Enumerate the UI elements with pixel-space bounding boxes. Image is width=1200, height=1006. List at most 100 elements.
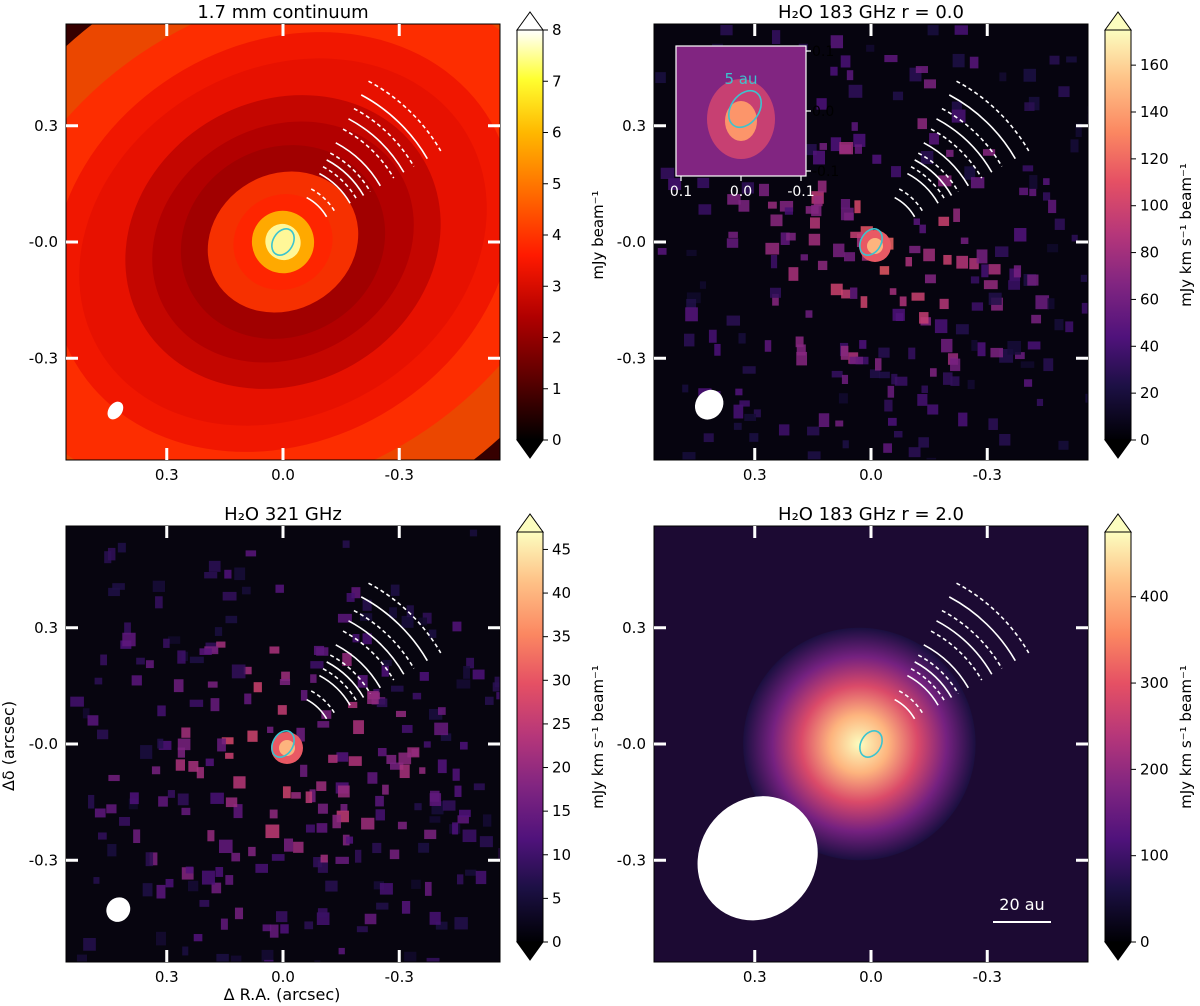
colorbar-tick-label: 25 bbox=[552, 715, 571, 733]
ring-arc bbox=[329, 654, 371, 695]
y-tick-label: 0.3 bbox=[34, 117, 58, 135]
scalebar-label: 20 au bbox=[999, 895, 1044, 914]
ring-arc bbox=[368, 80, 442, 152]
colorbar-tick-label: 400 bbox=[1140, 588, 1169, 606]
panel-3: 0.3 0.0 -0.3 0.3 -0.0 -0.3 H₂O 321 GHz 0 5 10 15 20… bbox=[29, 504, 607, 986]
colorbar-extend-max bbox=[516, 513, 544, 533]
ring-arc bbox=[348, 118, 405, 173]
ring-arc bbox=[941, 609, 1003, 669]
ring-arc bbox=[914, 661, 953, 698]
ring-arc bbox=[306, 698, 328, 720]
ring-arc bbox=[910, 166, 946, 200]
colorbar-tick-label: 7 bbox=[552, 72, 562, 90]
colorbar-extend-max bbox=[1104, 11, 1132, 31]
colorbar-tick-label: 15 bbox=[552, 802, 571, 820]
source-ellipse bbox=[859, 228, 883, 256]
panel-title: H₂O 321 GHz bbox=[224, 504, 342, 525]
y-tick-label: 0.3 bbox=[622, 117, 646, 135]
ring-arc bbox=[956, 582, 1030, 654]
colorbar-tick-label: 60 bbox=[1140, 290, 1159, 308]
colorbar-label: mJy km s⁻¹ beam⁻¹ bbox=[1177, 665, 1195, 809]
ring-arc bbox=[353, 107, 415, 167]
ring-arc bbox=[956, 80, 1030, 152]
ring-arc bbox=[329, 152, 371, 193]
y-tick-label: -0.0 bbox=[29, 233, 58, 251]
colorbar-tick-label: 40 bbox=[552, 584, 571, 602]
colorbar-label: mJy km s⁻¹ beam⁻¹ bbox=[589, 665, 607, 809]
ring-arc bbox=[306, 196, 328, 218]
ring-arc bbox=[326, 661, 365, 698]
colorbar-tick-label: 300 bbox=[1140, 674, 1169, 692]
colorbar-extend-min bbox=[1104, 941, 1132, 961]
x-tick-label: 0.3 bbox=[155, 466, 179, 484]
ring-arc bbox=[936, 118, 993, 173]
x-tick-label: 0.0 bbox=[859, 968, 883, 986]
colorbar-tick-label: 100 bbox=[1140, 197, 1169, 215]
inset-x-tick-label: 0.1 bbox=[670, 184, 692, 200]
beam-ellipse bbox=[694, 389, 724, 420]
colorbar-tick-label: 0 bbox=[552, 933, 562, 951]
y-tick-label: 0.3 bbox=[622, 619, 646, 637]
x-tick-label: 0.3 bbox=[155, 968, 179, 986]
beam-ellipse bbox=[106, 897, 131, 922]
panel-1: 0.3 0.0 -0.3 0.3 -0.0 -0.3 1.7 mm continuum 0 1 2… bbox=[29, 2, 607, 484]
colorbar-tick-label: 200 bbox=[1140, 760, 1169, 778]
ring-arc bbox=[368, 582, 442, 654]
ring-arc bbox=[310, 690, 336, 715]
colorbar-tick-label: 35 bbox=[552, 628, 571, 646]
colorbar-tick-label: 100 bbox=[1140, 847, 1169, 865]
panel-title: H₂O 183 GHz r = 2.0 bbox=[778, 504, 964, 525]
colorbar-extend-min bbox=[516, 439, 544, 459]
panel-2: 0.3 0.0 -0.3 0.3 -0.0 -0.3 H₂O 183 GHz r = 0.0… bbox=[617, 2, 1195, 484]
y-tick-label: -0.3 bbox=[29, 349, 58, 367]
emission-map bbox=[66, 24, 500, 460]
source-ellipse bbox=[859, 730, 883, 758]
colorbar-label: mJy beam⁻¹ bbox=[589, 190, 607, 279]
ring-arc bbox=[894, 196, 916, 218]
emission-map bbox=[70, 529, 500, 962]
ring-arc bbox=[342, 630, 395, 681]
ring-arc bbox=[348, 620, 405, 675]
colorbar-tick-label: 0 bbox=[1140, 933, 1150, 951]
ring-arc bbox=[898, 690, 924, 715]
ring-arc bbox=[941, 107, 1003, 167]
source-ellipse bbox=[271, 730, 295, 758]
colorbar-tick-label: 6 bbox=[552, 124, 562, 142]
colorbar-tick-label: 20 bbox=[1140, 384, 1159, 402]
colorbar-tick-label: 4 bbox=[552, 226, 562, 244]
colorbar-tick-label: 160 bbox=[1140, 56, 1169, 74]
figure-ylabel: Δδ (arcsec) bbox=[0, 701, 18, 791]
colorbar-extend-max bbox=[1104, 513, 1132, 533]
beam-ellipse bbox=[107, 401, 124, 420]
colorbar-tick-label: 120 bbox=[1140, 150, 1169, 168]
inset-ellipse bbox=[727, 89, 763, 129]
ring-arc bbox=[894, 698, 916, 720]
inset-x-tick-label: -0.1 bbox=[787, 184, 814, 200]
colorbar-tick-label: 1 bbox=[552, 380, 562, 398]
ring-arc bbox=[948, 596, 1016, 662]
colorbar-tick-label: 0 bbox=[552, 431, 562, 449]
y-tick-label: -0.0 bbox=[29, 735, 58, 753]
y-tick-label: -0.3 bbox=[617, 851, 646, 869]
colorbar-tick-label: 10 bbox=[552, 846, 571, 864]
inset-x-tick-label: 0.0 bbox=[730, 184, 752, 200]
ring-arc bbox=[907, 172, 939, 204]
colorbar: 0 5 10 15 20 25 30 35 40 45 mJy km s⁻¹ beam⁻¹ bbox=[516, 513, 607, 961]
x-tick-label: 0.0 bbox=[271, 968, 295, 986]
y-tick-label: 0.3 bbox=[34, 619, 58, 637]
ring-arc bbox=[360, 596, 428, 662]
ring-arc bbox=[335, 644, 382, 689]
panel-4: 0.3 0.0 -0.3 0.3 -0.0 -0.3 H₂O 183 GHz r = 2.0… bbox=[617, 504, 1195, 986]
ring-arc bbox=[923, 644, 970, 689]
y-tick-label: -0.3 bbox=[617, 349, 646, 367]
ring-arc bbox=[322, 166, 358, 200]
colorbar-tick-label: 80 bbox=[1140, 244, 1159, 262]
y-tick-label: -0.0 bbox=[617, 233, 646, 251]
colorbar-extend-min bbox=[516, 941, 544, 961]
emission-map bbox=[743, 582, 1030, 861]
colorbar-tick-label: 30 bbox=[552, 671, 571, 689]
ring-arc bbox=[342, 128, 395, 179]
colorbar: 0 1 2 3 4 5 6 7 8 mJy beam⁻¹ bbox=[516, 11, 607, 459]
ring-arc bbox=[353, 609, 415, 669]
